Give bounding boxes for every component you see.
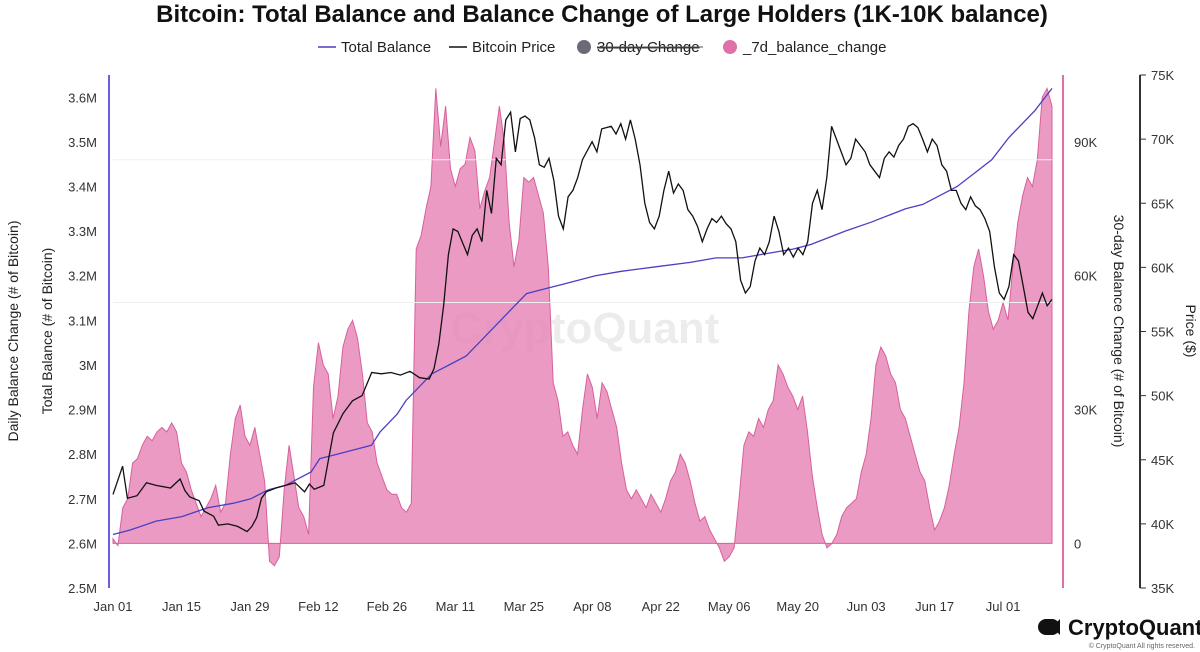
- x-tick-label-2: Jan 29: [230, 599, 269, 614]
- right1-tick-label-3: 90K: [1074, 135, 1097, 150]
- x-tick-label-10: May 20: [776, 599, 819, 614]
- right2-axis-ticks: 35K 40K 45K 50K 55K 60K 65K 70K 75K: [1140, 68, 1174, 596]
- right1-axis-ticks: 0 30K 60K 90K: [1074, 135, 1097, 551]
- series-total-balance-line: [112, 88, 1053, 536]
- x-tick-label-7: Apr 08: [573, 599, 611, 614]
- legend-7d-balance-change-dot: [723, 40, 737, 54]
- cryptoquant-logo-icon: [1038, 619, 1060, 635]
- chart-title: Bitcoin: Total Balance and Balance Chang…: [156, 1, 1048, 28]
- left-axis-ticks: 2.5M 2.6M 2.7M 2.8M 2.9M 3M 3.1M 3.2M 3.3M 3.4M 3.…: [68, 90, 97, 596]
- right1-tick-label-2: 60K: [1074, 269, 1097, 284]
- x-tick-label-3: Feb 12: [298, 599, 338, 614]
- right2-tick-label-1: 40K: [1151, 517, 1174, 532]
- right2-tick-label-7: 70K: [1151, 132, 1174, 147]
- left-tick-label-6: 3.1M: [68, 313, 97, 328]
- x-tick-label-6: Mar 25: [504, 599, 544, 614]
- legend: Total Balance Bitcoin Price 30-day Chang…: [318, 39, 886, 56]
- legend-30-day-change-dot: [577, 40, 591, 54]
- x-tick-label-11: Jun 03: [847, 599, 886, 614]
- brand-name: CryptoQuant: [1068, 615, 1200, 640]
- x-tick-label-8: Apr 22: [642, 599, 680, 614]
- x-tick-label-0: Jan 01: [93, 599, 132, 614]
- legend-bitcoin-price-label: Bitcoin Price: [472, 39, 555, 56]
- x-axis-ticks: Jan 01 Jan 15 Jan 29 Feb 12 Feb 26 Mar 11 Mar …: [93, 599, 1020, 614]
- right1-axis-title: 30-day Balance Change (# of Bitcoin): [1111, 215, 1127, 448]
- x-tick-label-12: Jun 17: [915, 599, 954, 614]
- legend-item-bitcoin-price[interactable]: Bitcoin Price: [449, 39, 555, 56]
- right2-axis-title: Price ($): [1183, 305, 1199, 358]
- left-tick-label-8: 3.3M: [68, 224, 97, 239]
- x-tick-label-13: Jul 01: [986, 599, 1021, 614]
- left-tick-label-4: 2.9M: [68, 403, 97, 418]
- left-axis-title: Total Balance (# of Bitcoin): [39, 248, 55, 415]
- left-outer-axis-title: Daily Balance Change (# of Bitcoin): [5, 220, 21, 441]
- legend-item-30-day-change[interactable]: 30-day Change: [577, 39, 703, 56]
- left-tick-label-10: 3.5M: [68, 135, 97, 150]
- right2-tick-label-0: 35K: [1151, 581, 1174, 596]
- right1-tick-label-1: 30K: [1074, 403, 1097, 418]
- x-tick-label-9: May 06: [708, 599, 751, 614]
- left-tick-label-0: 2.5M: [68, 581, 97, 596]
- left-tick-label-2: 2.7M: [68, 492, 97, 507]
- series-bitcoin-price-line: [112, 110, 1053, 533]
- brand-copyright: © CryptoQuant All rights reserved.: [1089, 642, 1195, 650]
- x-tick-label-5: Mar 11: [436, 599, 476, 614]
- left-tick-label-9: 3.4M: [68, 180, 97, 195]
- legend-item-total-balance[interactable]: Total Balance: [318, 39, 431, 56]
- legend-item-7d-balance-change[interactable]: _7d_balance_change: [723, 39, 886, 56]
- plot-area: [112, 87, 1053, 567]
- right2-tick-label-5: 60K: [1151, 260, 1174, 275]
- x-tick-label-4: Feb 26: [367, 599, 407, 614]
- left-tick-label-7: 3.2M: [68, 269, 97, 284]
- brand-logo: CryptoQuant © CryptoQuant All rights res…: [1038, 615, 1200, 650]
- legend-total-balance-label: Total Balance: [341, 39, 431, 56]
- right2-tick-label-6: 65K: [1151, 196, 1174, 211]
- right2-tick-label-2: 45K: [1151, 453, 1174, 468]
- left-tick-label-1: 2.6M: [68, 536, 97, 551]
- left-tick-label-5: 3M: [79, 358, 97, 373]
- right2-tick-label-3: 50K: [1151, 389, 1174, 404]
- right2-tick-label-4: 55K: [1151, 325, 1174, 340]
- legend-7d-balance-change-label: _7d_balance_change: [742, 39, 886, 56]
- left-tick-label-3: 2.8M: [68, 447, 97, 462]
- left-tick-label-11: 3.6M: [68, 90, 97, 105]
- right2-tick-label-8: 75K: [1151, 68, 1174, 83]
- series-7d-balance-change-area: [112, 87, 1053, 567]
- x-tick-label-1: Jan 15: [162, 599, 201, 614]
- right1-tick-label-0: 0: [1074, 536, 1081, 551]
